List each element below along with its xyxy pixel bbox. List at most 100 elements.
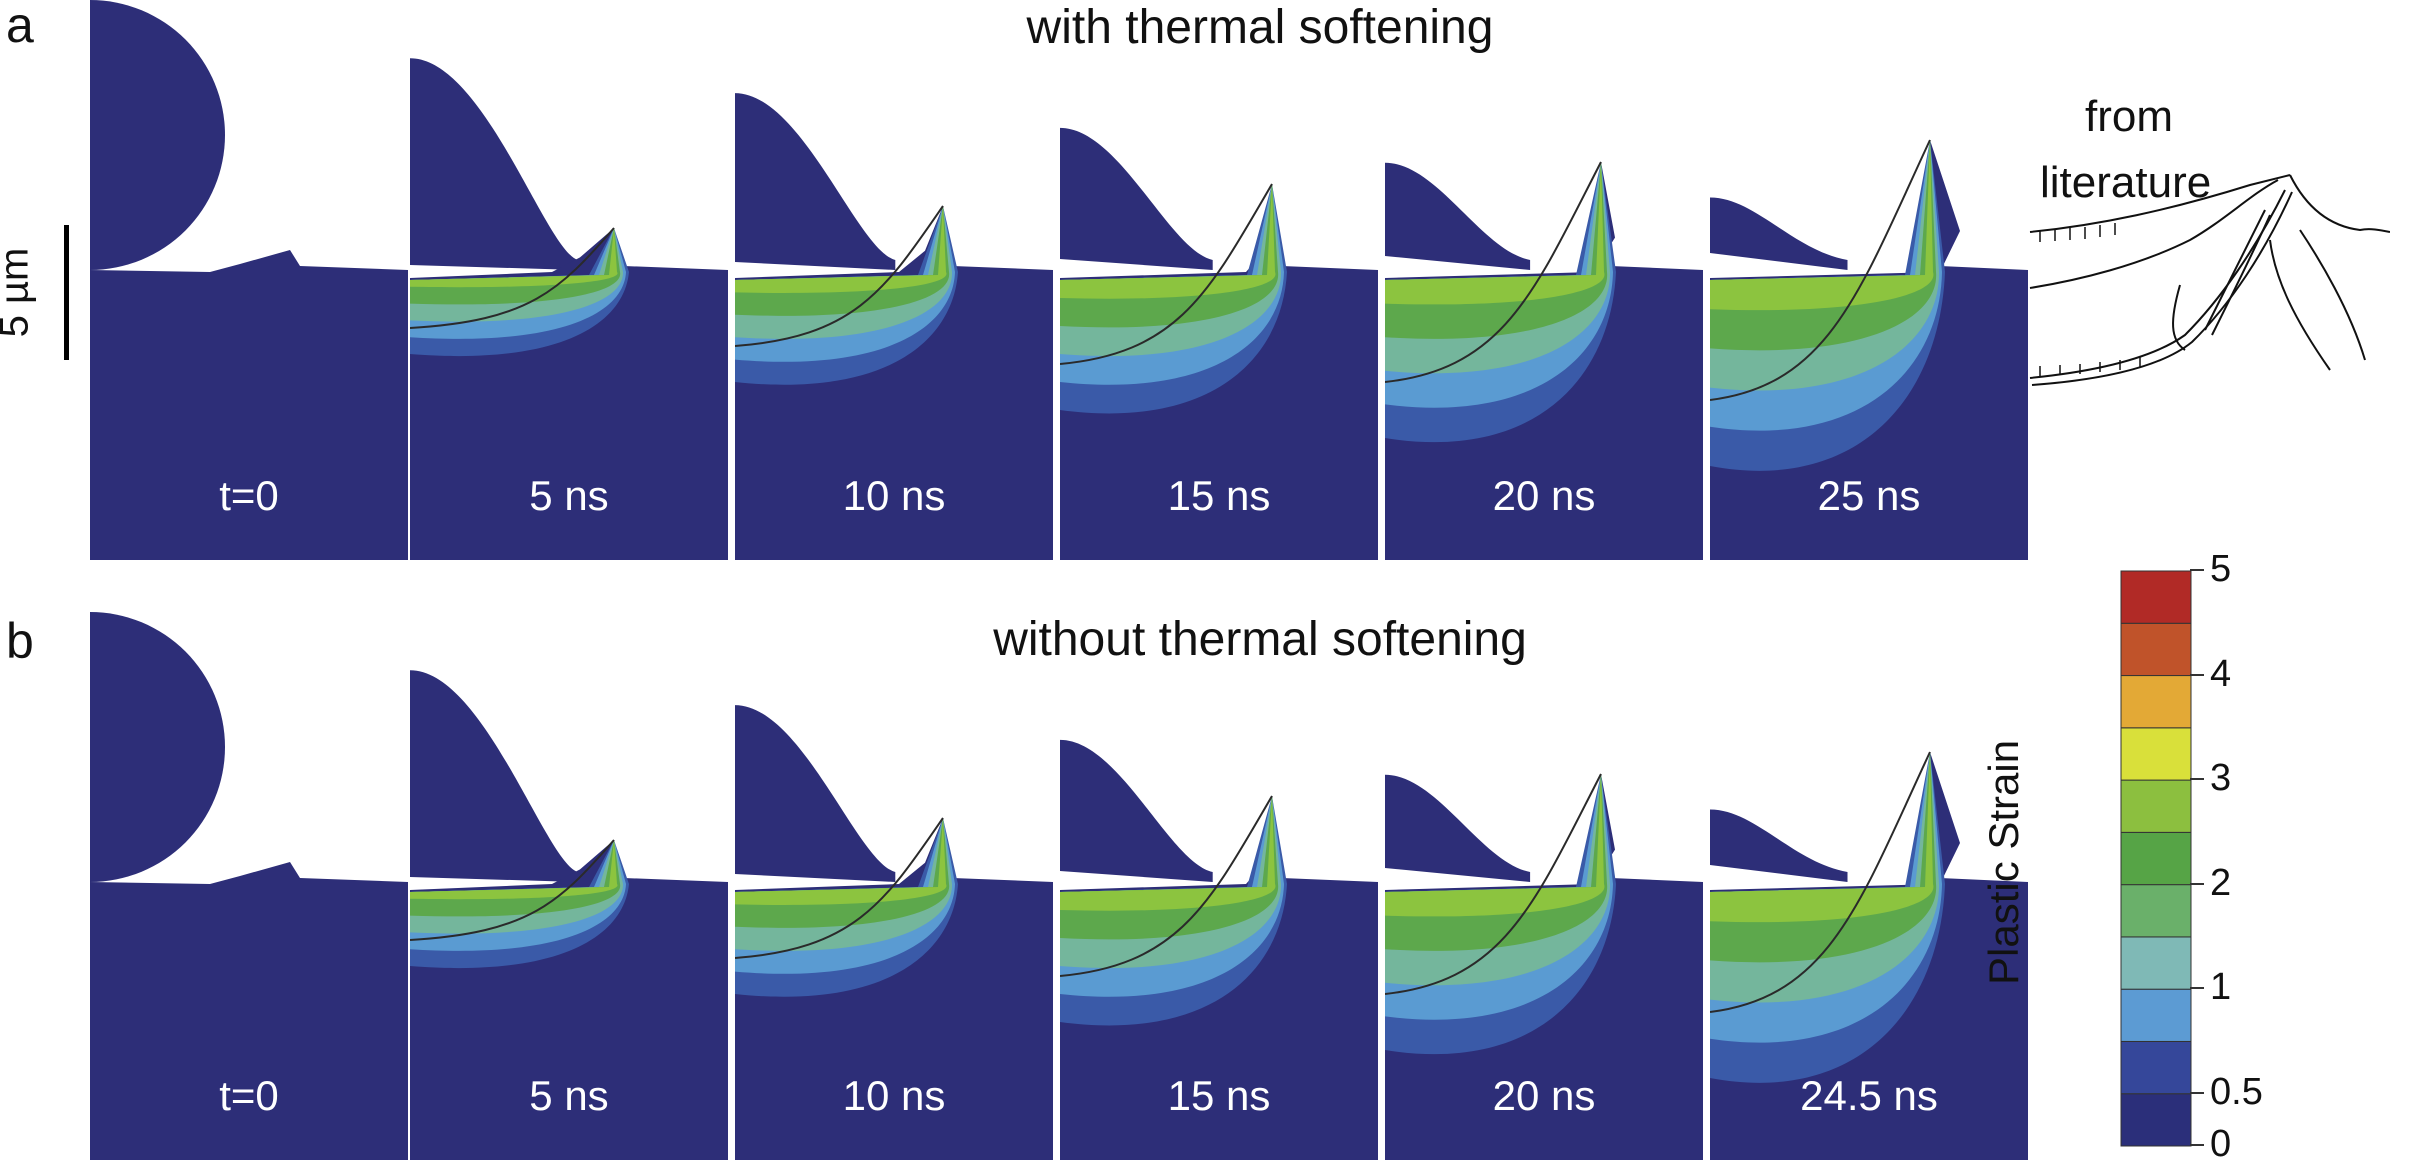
time-label: 5 ns	[529, 472, 609, 519]
scale-bar-line	[64, 225, 69, 360]
time-label: 15 ns	[1167, 1072, 1271, 1119]
time-label: 10 ns	[842, 1072, 946, 1119]
strain-band	[1385, 774, 1605, 917]
colorbar-swatch	[2120, 936, 2192, 990]
snapshot-image	[1385, 161, 1703, 560]
colorbar-tick-label: 4	[2210, 652, 2232, 695]
colorbar-tick	[2190, 569, 2204, 571]
strain-band	[410, 228, 618, 288]
projectile	[410, 58, 578, 270]
shear-band-line	[410, 227, 615, 329]
projectile	[1710, 809, 1848, 882]
snapshot-image	[1060, 127, 1378, 560]
literature-label: from literature	[2040, 84, 2211, 216]
shear-band-line	[735, 817, 944, 959]
colorbar-swatches	[2120, 570, 2192, 1147]
strain-band	[1385, 162, 1605, 305]
projectile	[735, 705, 896, 882]
literature-sketch	[2029, 174, 2390, 386]
shear-band-line	[735, 205, 944, 347]
time-label: 25 ns	[1817, 472, 1921, 519]
shear-band-line	[410, 839, 615, 941]
strain-band	[1710, 140, 1934, 311]
row-b-title: without thermal softening	[993, 613, 1527, 666]
time-label: 15 ns	[1167, 472, 1271, 519]
colorbar-tick	[2190, 882, 2204, 885]
projectile	[1060, 127, 1213, 271]
time-label: 20 ns	[1492, 472, 1596, 519]
time-label: 10 ns	[842, 472, 946, 519]
snapshot-image	[1710, 139, 2028, 560]
snapshot-panel: 20 ns	[1385, 0, 1703, 560]
colorbar-title: Plastic Strain	[1980, 739, 2027, 985]
snapshot-image	[90, 612, 408, 1160]
colorbar-tick-label: 1	[2210, 966, 2232, 1009]
strain-band	[410, 840, 618, 900]
target-block	[90, 250, 408, 560]
snapshot-panel: 20 ns	[1385, 612, 1703, 1160]
colorbar-tick-label: 2	[2210, 861, 2232, 904]
target-block	[90, 862, 408, 1160]
snapshot-panel: 24.5 ns	[1710, 612, 2028, 1160]
snapshot-panel: 10 ns	[735, 0, 1053, 560]
literature-line1: from	[2085, 92, 2173, 141]
projectile	[735, 93, 896, 270]
row-a-letter: a	[6, 0, 34, 53]
projectile	[1710, 197, 1848, 270]
colorbar-tick	[2190, 778, 2204, 781]
colorbar-tick-label: 5	[2210, 548, 2232, 590]
projectile	[1385, 774, 1531, 882]
projectile	[90, 612, 225, 882]
snapshot-panel: 15 ns	[1060, 0, 1378, 560]
colorbar-swatch	[2120, 779, 2192, 833]
snapshot-image	[410, 58, 728, 560]
projectile	[1385, 162, 1531, 270]
shear-band-line	[1385, 161, 1602, 383]
colorbar-tick-label: 3	[2210, 757, 2232, 800]
shear-band-line	[1710, 139, 1931, 401]
time-label: 20 ns	[1492, 1072, 1596, 1119]
snapshot-image	[410, 670, 728, 1160]
projectile	[90, 0, 225, 270]
snapshot-panel: 10 ns	[735, 612, 1053, 1160]
strain-band	[735, 818, 947, 905]
time-label: 5 ns	[529, 1072, 609, 1119]
colorbar-swatch	[2120, 622, 2192, 677]
snapshot-image	[90, 0, 408, 560]
shear-band-line	[1710, 751, 1931, 1013]
colorbar-swatch	[2120, 727, 2192, 781]
projectile	[1060, 739, 1213, 882]
time-label: 24.5 ns	[1800, 1072, 1938, 1119]
colorbar-swatch	[2120, 988, 2192, 1042]
time-label: t=0	[219, 1072, 279, 1119]
colorbar-tick-label: 0.5	[2210, 1070, 2263, 1113]
snapshot-image	[1710, 751, 2028, 1160]
strain-band	[1060, 796, 1276, 911]
snapshot-panel: t=0	[90, 612, 408, 1160]
snapshot-panel: 25 ns	[1710, 0, 2028, 560]
colorbar-swatch	[2120, 884, 2192, 938]
colorbar-tick	[2190, 673, 2204, 676]
time-label: t=0	[219, 472, 279, 519]
snapshot-panel: t=0	[90, 0, 408, 560]
strain-band	[1710, 752, 1934, 923]
shear-band-line	[1060, 795, 1273, 977]
row-b-letter: b	[6, 613, 34, 669]
projectile	[410, 670, 578, 882]
literature-line2: literature	[2040, 158, 2212, 207]
colorbar-tick	[2190, 1144, 2204, 1146]
shear-band-line	[1060, 183, 1273, 365]
scale-bar-label: 5 µm	[0, 247, 37, 338]
snapshot-image	[1060, 739, 1378, 1160]
colorbar-tick	[2190, 987, 2204, 990]
colorbar-swatch	[2120, 570, 2192, 624]
snapshot-panel: 5 ns	[410, 0, 728, 560]
snapshot-image	[735, 93, 1053, 560]
snapshot-panel: 5 ns	[410, 612, 728, 1160]
snapshot-panel: 15 ns	[1060, 612, 1378, 1160]
colorbar-swatch	[2120, 831, 2192, 886]
colorbar-tick-label: 0	[2210, 1123, 2232, 1165]
colorbar-tick	[2190, 1091, 2204, 1094]
snapshot-image	[735, 705, 1053, 1160]
